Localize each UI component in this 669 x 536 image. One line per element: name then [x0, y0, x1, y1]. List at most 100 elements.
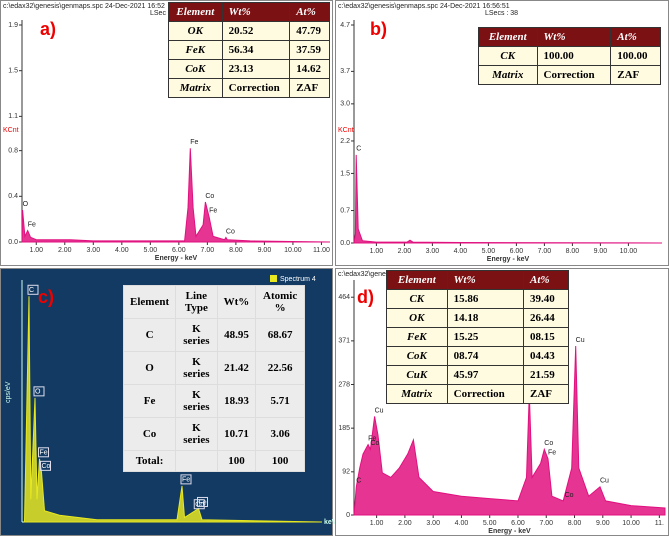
table-cell: 14.62	[289, 59, 330, 79]
table-row: Element Wt% At%	[386, 270, 569, 290]
peak-box	[38, 447, 49, 458]
table-cell: OK	[168, 21, 223, 41]
table-cell: Wt%	[536, 27, 612, 47]
table-cell: CoK	[386, 346, 448, 366]
table-cell: Fe	[122, 384, 177, 418]
x-tick-label: 7.00	[201, 247, 215, 254]
table-cell: 10.71	[216, 417, 257, 451]
y-tick-label: 0.4	[8, 193, 18, 200]
table-cell: 37.59	[289, 40, 330, 60]
peak-box	[197, 496, 208, 507]
table-row: Matrix Correction ZAF	[168, 78, 330, 98]
x-tick-label: 3.00	[86, 247, 100, 254]
spectrum	[23, 296, 323, 523]
table-cell: 21.42	[216, 351, 257, 385]
table: Element Wt% At% CK 15.86 39.40 OK 14.18 26.44 FeK…	[386, 270, 569, 404]
table-cell: 3.06	[255, 417, 305, 451]
y-tick-label: 1.9	[8, 22, 18, 29]
table-row: Fe K series 18.93 5.71	[122, 384, 305, 418]
y-tick-label: 464	[338, 294, 350, 301]
table-row: Matrix Correction ZAF	[386, 384, 569, 404]
panel-label: a)	[40, 19, 56, 39]
y-tick-label: 2.2	[340, 138, 350, 145]
x-axis-label: Energy - keV	[488, 528, 531, 535]
table-cell: 100	[216, 450, 257, 472]
peak-label: Fe	[209, 208, 217, 215]
peak-label: Co	[205, 193, 214, 200]
table-cell: Total:	[122, 450, 177, 472]
table-row: FeK 15.25 08.15	[386, 327, 569, 347]
peak-label: Fe	[40, 450, 48, 457]
table: Element Wt% At% CK 100.00 100.00 Matrix Correct…	[478, 27, 661, 85]
peak-label: Fe	[190, 139, 198, 146]
table-cell: Matrix	[168, 78, 223, 98]
x-tick-label: 8.00	[229, 247, 243, 254]
x-tick-label: 2.00	[58, 247, 72, 254]
table-cell: 21.59	[523, 365, 569, 385]
y-tick-label: 3.0	[340, 101, 350, 108]
peak-box	[33, 386, 45, 397]
table-cell: K series	[175, 351, 218, 385]
table-cell: CK	[386, 289, 448, 309]
peak-label: Cu	[375, 407, 384, 414]
table-row: CK 100.00 100.00	[478, 46, 661, 66]
y-axis-label: cps/eV	[5, 381, 12, 403]
peak-label: Fe	[368, 435, 376, 442]
table-cell: ZAF	[523, 384, 569, 404]
y-tick-label: 278	[338, 381, 350, 388]
peak-box	[40, 460, 51, 471]
table-cell: At%	[289, 2, 330, 22]
header: c:\edax32\genesis\genmaps.spc 24-Dec-202…	[338, 3, 510, 10]
peak-box	[193, 499, 205, 510]
peak-label: O	[35, 389, 41, 396]
x-tick-label: 9.00	[594, 248, 608, 255]
table-cell: Matrix	[478, 65, 538, 85]
peak-label: C	[29, 287, 34, 294]
x-tick-label: 4.00	[455, 520, 469, 527]
table-row: CK 15.86 39.40	[386, 289, 569, 309]
x-tick-label: 8.00	[566, 248, 580, 255]
table-cell: Element	[386, 270, 448, 290]
table-cell: Line Type	[175, 285, 218, 319]
peak-label: O	[23, 201, 29, 208]
table-cell: ZAF	[289, 78, 330, 98]
x-tick-label: 2.00	[398, 248, 412, 255]
x-tick-label: 9.00	[258, 247, 272, 254]
table-cell: 08.74	[446, 346, 525, 366]
peak-label: Co	[42, 463, 51, 470]
table-cell: 48.95	[216, 318, 257, 352]
peak-label: Co	[195, 502, 204, 509]
x-tick-label: 7.00	[538, 248, 552, 255]
x-axis-label: Energy - keV	[487, 256, 530, 263]
peak-label: Fe	[548, 450, 556, 457]
table-cell: Element	[168, 2, 223, 22]
table-cell: At%	[523, 270, 569, 290]
x-tick-label: 5.00	[482, 248, 496, 255]
x-tick-label: 10.00	[284, 247, 302, 254]
table-cell: 08.15	[523, 327, 569, 347]
peak-label: Co	[370, 440, 379, 447]
table-cell: Correction	[221, 78, 291, 98]
table-cell: Matrix	[386, 384, 448, 404]
peak-box	[27, 284, 39, 295]
table-cell: 100.00	[536, 46, 612, 66]
x-tick-label: 2.00	[398, 520, 412, 527]
y-tick-label: 1.5	[8, 68, 18, 75]
legend-swatch	[270, 275, 277, 282]
table-row: CoK 08.74 04.43	[386, 346, 569, 366]
x-tick-label: 4.00	[115, 247, 129, 254]
table-cell: 100.00	[610, 46, 661, 66]
x-tick-label: 1.00	[29, 247, 43, 254]
x-tick-label: 11.00	[313, 247, 330, 254]
x-tick-label: 6.00	[510, 248, 524, 255]
peak-label: C	[356, 478, 361, 485]
table-cell: 47.79	[289, 21, 330, 41]
table-cell: 15.25	[446, 327, 525, 347]
y-axis-label: KCnt	[338, 127, 354, 134]
table-cell: 23.13	[221, 59, 291, 79]
y-tick-label: 0	[346, 512, 350, 519]
table-row: FeK 56.34 37.59	[168, 40, 330, 60]
table-cell: CK	[478, 46, 538, 66]
